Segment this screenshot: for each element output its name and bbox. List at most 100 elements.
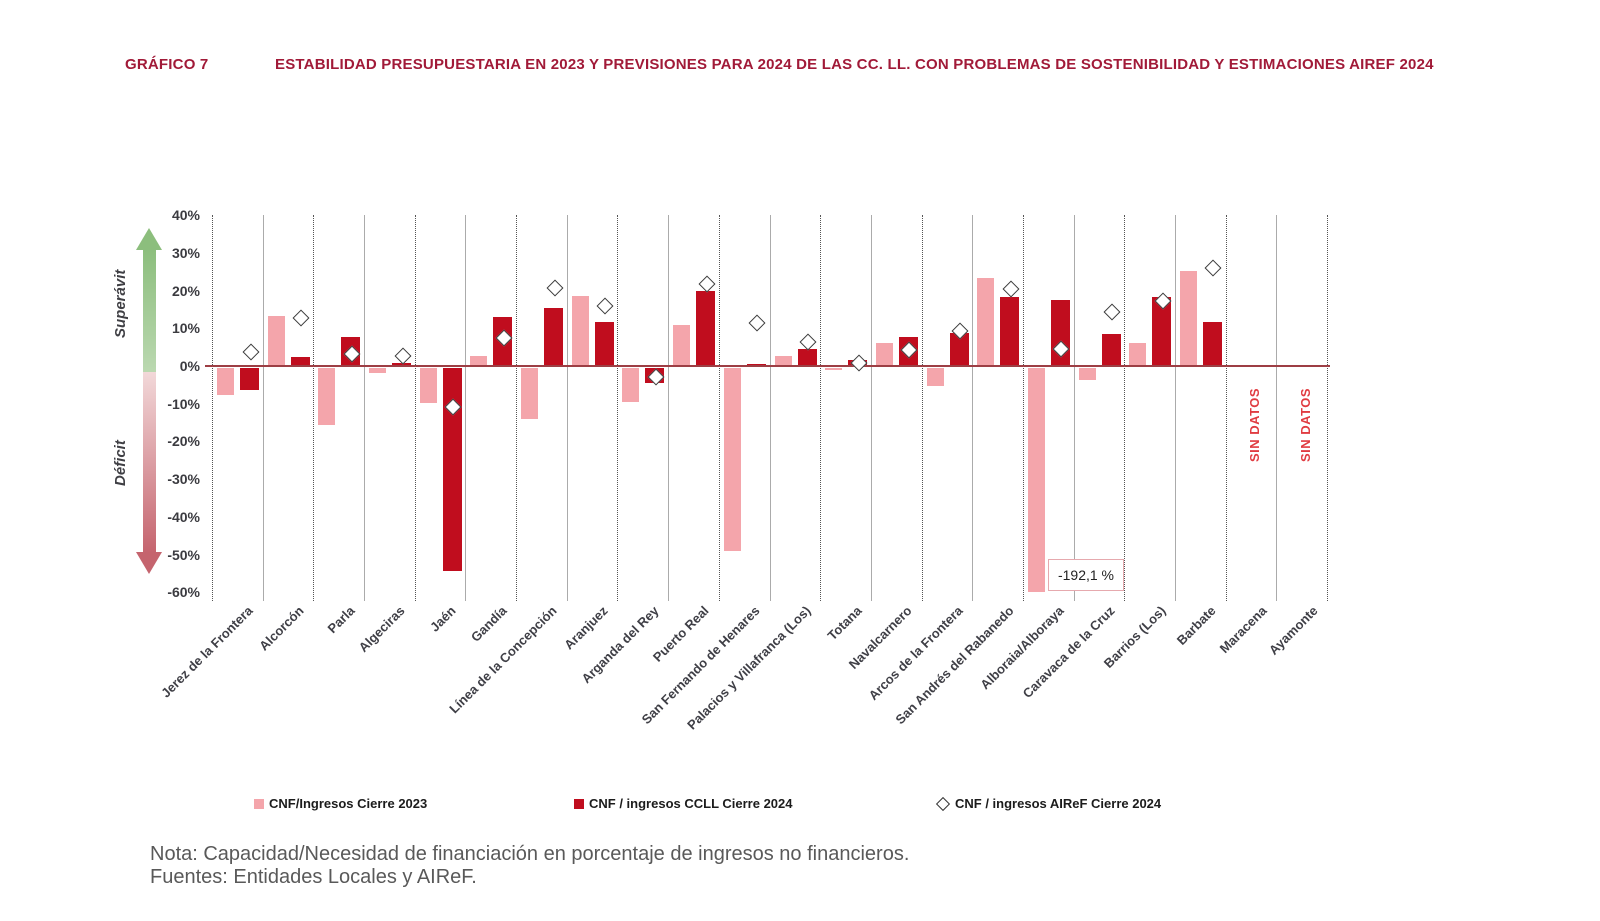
sin-datos-label: SIN DATOS bbox=[1297, 387, 1313, 462]
gridline bbox=[566, 215, 568, 601]
bar-cierre-2023 bbox=[774, 355, 792, 366]
legend-label: CNF / ingresos AIReF Cierre 2024 bbox=[955, 796, 1162, 811]
y-axis-tick: 30% bbox=[171, 244, 200, 261]
legend-label: CNF / ingresos CCLL Cierre 2024 bbox=[589, 796, 793, 811]
bar-cierre-2023 bbox=[571, 295, 589, 366]
x-axis-label: Navalcarnero bbox=[845, 603, 915, 672]
bar-cierre-2023 bbox=[1129, 342, 1147, 366]
bar-ccll-2024 bbox=[1000, 297, 1020, 366]
y-axis-tick: 40% bbox=[171, 207, 200, 224]
x-axis-label: Ayamonte bbox=[1265, 603, 1321, 658]
bar-ccll-2024 bbox=[240, 368, 259, 391]
figure-number: GRÁFICO 7 bbox=[125, 56, 209, 73]
gridline bbox=[1276, 215, 1278, 601]
gridline bbox=[414, 215, 416, 601]
gridline bbox=[1073, 215, 1075, 601]
x-axis-label: San Fernando de Henares bbox=[638, 603, 763, 728]
gridline bbox=[769, 215, 771, 601]
legend-item-airef-2024: CNF / ingresos AIReF Cierre 2024 bbox=[935, 796, 1162, 811]
gridline bbox=[972, 215, 974, 601]
bar-cierre-2023 bbox=[318, 368, 336, 426]
bar-cierre-2023 bbox=[977, 277, 995, 366]
x-axis-label: Parla bbox=[324, 603, 358, 637]
bar-cierre-2023 bbox=[521, 368, 539, 420]
bar-cierre-2023 bbox=[926, 368, 944, 386]
bar-ccll-2024 bbox=[949, 332, 969, 366]
x-axis-label: Jerez de la Frontera bbox=[158, 603, 256, 701]
annotation-box: -192,1 % bbox=[1048, 559, 1124, 591]
bar-ccll-2024 bbox=[392, 362, 412, 366]
superavit-arrow-icon bbox=[136, 228, 162, 250]
x-axis-label: Algeciras bbox=[355, 603, 408, 656]
x-axis-label: Jaén bbox=[427, 603, 459, 635]
x-axis-label: Maracena bbox=[1216, 603, 1270, 657]
bar-cierre-2023 bbox=[825, 368, 843, 370]
bar-cierre-2023 bbox=[723, 368, 741, 552]
x-axis-label: Arcos de la Frontera bbox=[865, 603, 966, 704]
legend-swatch-dark-red bbox=[574, 798, 584, 809]
x-axis-label: Caravaca de la Cruz bbox=[1019, 603, 1118, 701]
bar-ccll-2024 bbox=[1101, 334, 1121, 366]
gridline bbox=[617, 215, 619, 601]
bar-ccll-2024 bbox=[594, 322, 614, 366]
bar-cierre-2023 bbox=[622, 368, 640, 403]
zero-axis-line bbox=[205, 365, 1330, 367]
deficit-arrow-shaft bbox=[143, 372, 156, 553]
x-axis-label: Línea de la Concepción bbox=[446, 603, 561, 717]
legend-label: CNF/Ingresos Cierre 2023 bbox=[269, 796, 428, 811]
gridline bbox=[465, 215, 467, 601]
bar-ccll-2024 bbox=[442, 368, 462, 572]
gridline bbox=[1225, 215, 1227, 601]
gridline bbox=[516, 215, 518, 601]
y-axis-tick: -10% bbox=[167, 395, 200, 412]
legend-swatch-diamond-icon bbox=[935, 796, 951, 811]
bar-ccll-2024 bbox=[797, 348, 817, 366]
marker-airef-2024 bbox=[1103, 303, 1121, 321]
bar-ccll-2024 bbox=[1152, 297, 1172, 366]
legend-swatch-pink bbox=[254, 798, 264, 809]
y-axis-tick: -60% bbox=[167, 584, 200, 601]
marker-airef-2024 bbox=[1204, 259, 1222, 277]
gridline bbox=[212, 215, 213, 601]
gridline bbox=[820, 215, 822, 601]
bar-ccll-2024 bbox=[1202, 321, 1222, 366]
x-axis-label: Alcorcón bbox=[256, 603, 307, 654]
bar-cierre-2023 bbox=[673, 324, 691, 366]
x-axis-label: Barbate bbox=[1174, 603, 1219, 648]
gridline bbox=[364, 215, 366, 601]
y-axis-tick: -30% bbox=[167, 471, 200, 488]
gridline bbox=[262, 215, 264, 601]
y-axis-tick: 10% bbox=[171, 320, 200, 337]
sources-line: Fuentes: Entidades Locales y AIReF. bbox=[150, 866, 477, 888]
y-axis-tick: -40% bbox=[167, 508, 200, 525]
marker-airef-2024 bbox=[748, 314, 766, 332]
marker-airef-2024 bbox=[1002, 280, 1020, 298]
bar-cierre-2023 bbox=[267, 315, 285, 366]
x-axis-label: Totana bbox=[824, 603, 865, 644]
y-axis-tick: -50% bbox=[167, 546, 200, 563]
y-axis-tick: 20% bbox=[171, 282, 200, 299]
marker-airef-2024 bbox=[546, 279, 564, 297]
gridline bbox=[668, 215, 670, 601]
deficit-arrow-icon bbox=[136, 552, 162, 574]
note-line: Nota: Capacidad/Necesidad de financiació… bbox=[150, 843, 910, 865]
bar-cierre-2023 bbox=[1027, 368, 1045, 592]
bar-cierre-2023 bbox=[470, 356, 488, 366]
x-axis-label: Puerto Real bbox=[650, 603, 713, 665]
bar-cierre-2023 bbox=[217, 368, 234, 396]
x-axis-label: Alboraia/Alboraya bbox=[977, 603, 1067, 693]
x-axis-label: Barrios (Los) bbox=[1100, 603, 1169, 671]
marker-airef-2024 bbox=[292, 309, 310, 327]
x-axis-label: San Andrés del Rabanedo bbox=[891, 603, 1017, 728]
gridline bbox=[1327, 215, 1328, 601]
gridline bbox=[921, 215, 923, 601]
marker-airef-2024 bbox=[242, 343, 259, 361]
bar-ccll-2024 bbox=[544, 307, 564, 366]
x-axis-label: Palacios y Villafranca (Los) bbox=[683, 603, 814, 733]
y-axis-tick: 0% bbox=[179, 358, 200, 374]
bar-ccll-2024 bbox=[696, 290, 716, 366]
gridline bbox=[1174, 215, 1176, 601]
bar-cierre-2023 bbox=[369, 368, 387, 373]
x-axis-label: Arganda del Rey bbox=[578, 603, 662, 687]
